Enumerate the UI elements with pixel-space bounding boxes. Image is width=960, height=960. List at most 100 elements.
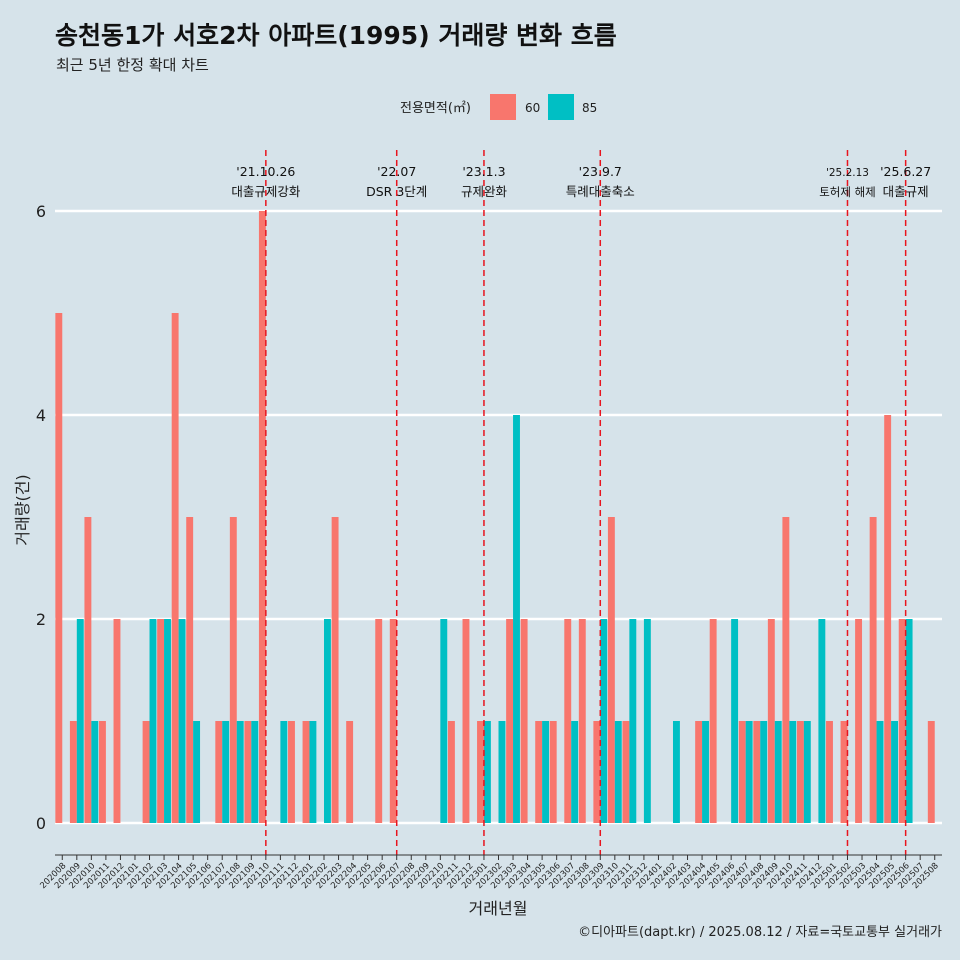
bar-85-202105	[193, 721, 201, 823]
bar-85-202210	[440, 619, 448, 823]
bar-85-202407	[745, 721, 753, 823]
bar-60-202112	[288, 721, 295, 823]
bar-60-202110	[258, 211, 266, 823]
bar-60-202505	[884, 415, 892, 823]
legend-swatch-60	[490, 94, 516, 120]
bar-60-202104	[171, 313, 179, 823]
bar-85-202406	[731, 619, 739, 823]
event-label: 토허제 해제	[819, 185, 876, 199]
bar-60-202211	[447, 721, 455, 823]
x-axis-label: 거래년월	[469, 899, 528, 918]
bar-85-202504	[876, 721, 884, 823]
bar-60-202008	[55, 313, 63, 823]
bar-60-202410	[782, 517, 790, 823]
bar-60-202105	[186, 517, 194, 823]
bar-85-202309	[600, 619, 608, 823]
bar-60-202307	[564, 619, 572, 823]
bar-85-202409	[774, 721, 782, 823]
event-date: '21.10.26	[236, 164, 295, 179]
bar-85-202506	[905, 619, 913, 823]
legend-swatch-85	[548, 94, 574, 120]
caption: ©디아파트(dapt.kr) / 2025.08.12 / 자료=국토교통부 실…	[578, 925, 942, 940]
bar-85-202103	[164, 619, 171, 823]
chart-title: 송천동1가 서호2차 아파트(1995) 거래량 변화 흐름	[55, 21, 617, 50]
bar-60-202011	[98, 721, 106, 823]
bar-85-202104	[178, 619, 186, 823]
bar-60-202504	[869, 517, 877, 823]
bar-60-202405	[709, 619, 717, 823]
bar-85-202402	[672, 721, 680, 823]
y-axis-label: 거래량(건)	[13, 474, 32, 545]
bar-60-202206	[375, 619, 383, 823]
bar-60-202201	[302, 721, 310, 823]
bar-85-202310	[614, 721, 622, 823]
bar-60-202103	[157, 619, 165, 823]
event-label: 규제완화	[461, 184, 508, 199]
legend-label-85: 85	[582, 101, 597, 115]
bar-60-202502	[840, 721, 848, 823]
y-tick-label: 4	[36, 406, 46, 425]
bar-85-202109	[251, 721, 259, 823]
bar-85-202303	[513, 415, 520, 823]
bar-85-202411	[803, 721, 811, 823]
bar-60-202506	[898, 619, 906, 823]
bar-85-202410	[789, 721, 797, 823]
bar-85-202404	[702, 721, 709, 823]
bar-85-202102	[149, 619, 157, 823]
bar-85-202301	[483, 721, 491, 823]
bar-60-202309	[593, 721, 601, 823]
bar-85-202408	[760, 721, 768, 823]
bar-60-202207	[389, 619, 397, 823]
legend: 전용면적(㎡) 60 85	[400, 94, 597, 120]
bar-85-202312	[643, 619, 651, 823]
bar-60-202102	[142, 721, 150, 823]
bar-60-202409	[767, 619, 775, 823]
chart-subtitle: 최근 5년 한정 확대 차트	[56, 56, 209, 74]
axis-layer: 2020082020092020102020112020122021012021…	[38, 854, 942, 891]
bar-85-202302	[498, 721, 506, 823]
bar-85-202107	[222, 721, 230, 823]
bar-85-202010	[91, 721, 99, 823]
bar-85-202111	[280, 721, 288, 823]
bar-85-202412	[818, 619, 826, 823]
event-label: DSR 3단계	[366, 184, 427, 199]
bar-85-202305	[542, 721, 550, 823]
bar-60-202204	[346, 721, 354, 823]
events-layer: '21.10.26 대출규제강화 '22.07 DSR 3단계 '23.1.3 규제완화 '…	[231, 150, 931, 855]
bar-60-202009	[69, 721, 77, 823]
event-label: 대출규제강화	[231, 184, 301, 199]
bar-60-202203	[331, 517, 339, 823]
bar-60-202304	[520, 619, 528, 823]
bar-85-202202	[324, 619, 331, 823]
bar-60-202301	[477, 721, 484, 823]
bar-60-202306	[549, 721, 557, 823]
event-date: '23.9.7	[579, 164, 622, 179]
bar-60-202308	[578, 619, 586, 823]
legend-label-60: 60	[525, 101, 540, 115]
bar-60-202305	[535, 721, 543, 823]
bar-60-202212	[462, 619, 470, 823]
y-tick-label: 0	[36, 814, 46, 833]
bar-60-202411	[796, 721, 804, 823]
bar-85-202311	[629, 619, 637, 823]
y-tick-label: 6	[36, 202, 46, 221]
event-date: '25.2.13	[826, 167, 869, 179]
bar-85-202108	[236, 721, 244, 823]
event-label: 대출규제	[883, 184, 929, 199]
bar-85-202009	[76, 619, 84, 823]
bar-60-202107	[215, 721, 223, 823]
bar-85-202307	[571, 721, 579, 823]
y-tick-label: 2	[36, 610, 46, 629]
bars-layer	[55, 211, 935, 823]
bar-60-202303	[506, 619, 514, 823]
bar-60-202012	[113, 619, 121, 823]
bar-60-202408	[753, 721, 761, 823]
bar-60-202310	[607, 517, 615, 823]
bar-60-202501	[826, 721, 833, 823]
event-date: '25.6.27	[880, 164, 931, 179]
bar-60-202508	[927, 721, 935, 823]
event-date: '22.07	[377, 164, 416, 179]
bar-85-202201	[309, 721, 317, 823]
bar-60-202010	[84, 517, 92, 823]
bar-85-202505	[891, 721, 899, 823]
